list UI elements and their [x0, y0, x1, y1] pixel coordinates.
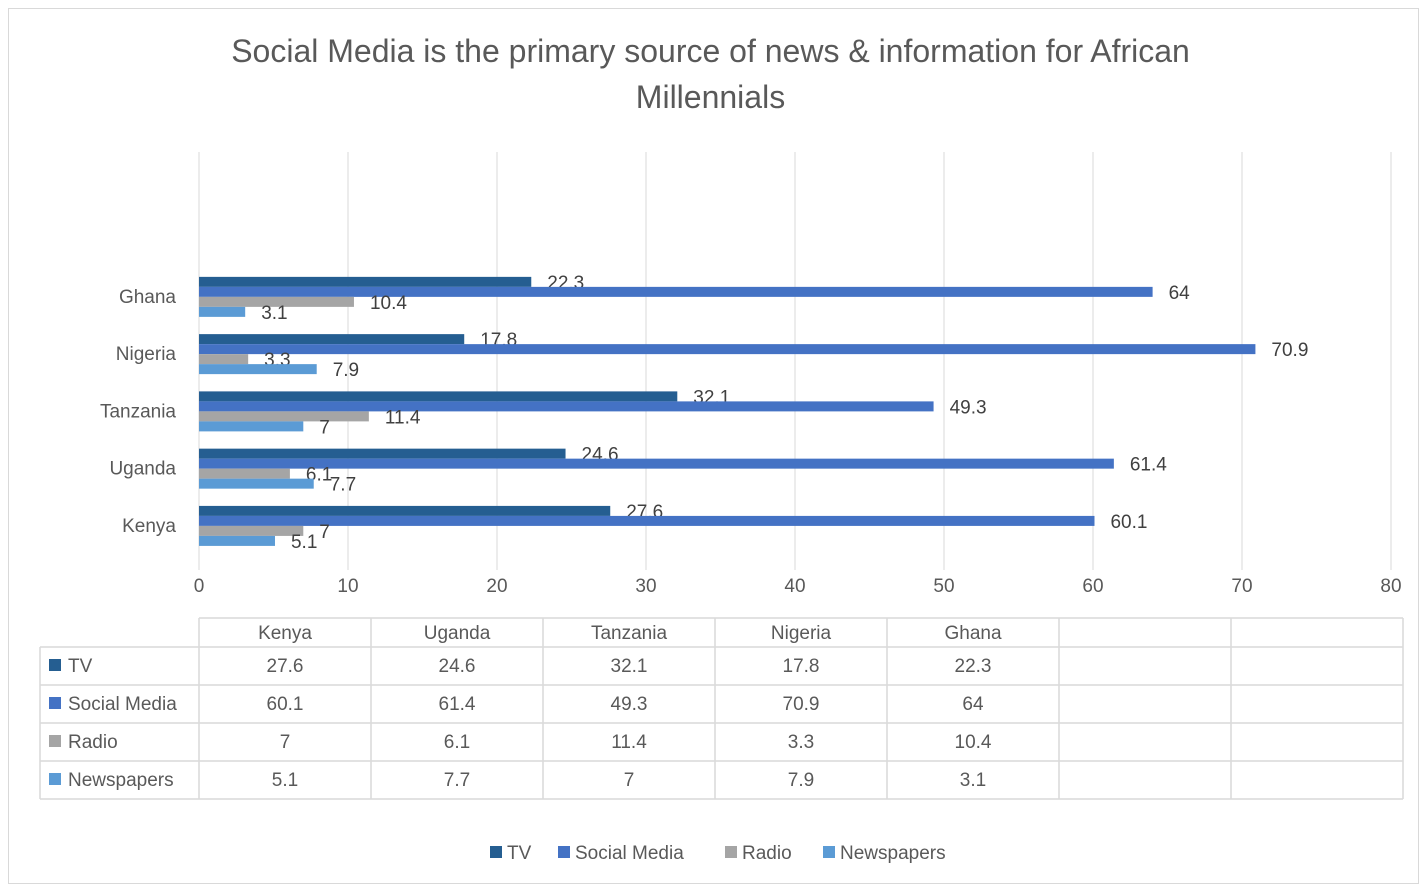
table-cell-social-media-tanzania: 49.3 [611, 694, 648, 715]
table-cell-radio-ghana: 10.4 [955, 732, 992, 753]
legend-label-tv: TV [507, 843, 532, 864]
y-tick-label-tanzania: Tanzania [100, 401, 176, 422]
x-tick-label-70: 70 [1231, 576, 1252, 597]
table-cell-social-media-ghana: 64 [962, 694, 984, 715]
bar-nigeria-social-media [199, 344, 1256, 355]
y-tick-label-kenya: Kenya [122, 516, 176, 537]
data-label-kenya-newspapers: 5.1 [291, 532, 317, 553]
bar-nigeria-tv [199, 334, 465, 345]
bar-ghana-newspapers [199, 306, 246, 317]
table-row-label-radio: Radio [68, 732, 118, 753]
x-tick-label-10: 10 [337, 576, 358, 597]
table-cell-radio-tanzania: 11.4 [611, 732, 647, 753]
data-label-nigeria-social-media: 70.9 [1271, 340, 1308, 361]
bar-nigeria-newspapers [199, 364, 317, 375]
table-legend-key-radio [49, 735, 61, 747]
table-cell-tv-nigeria: 17.8 [783, 656, 820, 677]
data-label-uganda-newspapers: 7.7 [330, 475, 356, 496]
table-cell-radio-kenya: 7 [280, 732, 291, 753]
table-row-label-newspapers: Newspapers [68, 770, 174, 791]
chart-title: Social Media is the primary source of ne… [0, 28, 1421, 120]
legend-label-newspapers: Newspapers [840, 843, 946, 864]
table-cell-radio-nigeria: 3.3 [788, 732, 814, 753]
table-header-tanzania: Tanzania [591, 623, 667, 644]
x-tick-label-20: 20 [486, 576, 507, 597]
legend-key-tv [490, 846, 502, 858]
table-legend-key-tv [49, 659, 61, 671]
table-cell-tv-kenya: 27.6 [267, 656, 304, 677]
x-tick-label-30: 30 [635, 576, 656, 597]
y-tick-label-ghana: Ghana [119, 287, 176, 308]
legend-label-radio: Radio [742, 843, 792, 864]
data-label-tanzania-social-media: 49.3 [950, 397, 987, 418]
bar-uganda-social-media [199, 458, 1114, 469]
bar-kenya-social-media [199, 515, 1095, 526]
table-cell-newspapers-tanzania: 7 [624, 770, 635, 791]
x-tick-label-40: 40 [784, 576, 805, 597]
legend-key-radio [725, 846, 737, 858]
x-tick-label-0: 0 [194, 576, 205, 597]
bar-kenya-radio [199, 525, 304, 536]
bar-ghana-social-media [199, 286, 1153, 297]
table-header-ghana: Ghana [944, 623, 1001, 644]
x-tick-label-60: 60 [1082, 576, 1103, 597]
table-cell-social-media-kenya: 60.1 [267, 694, 304, 715]
bar-nigeria-radio [199, 354, 249, 365]
bar-ghana-tv [199, 276, 532, 287]
table-cell-tv-uganda: 24.6 [439, 656, 476, 677]
chart-title-line-2: Millennials [635, 79, 786, 115]
table-row-label-social-media: Social Media [68, 694, 177, 715]
chart-frame [8, 8, 1419, 884]
table-cell-tv-ghana: 22.3 [955, 656, 992, 677]
table-cell-social-media-uganda: 61.4 [439, 694, 476, 715]
bar-uganda-tv [199, 448, 566, 459]
table-row-label-tv: TV [68, 656, 93, 677]
data-label-ghana-radio: 10.4 [370, 293, 407, 314]
table-header-kenya: Kenya [258, 623, 312, 644]
table-legend-key-social-media [49, 697, 61, 709]
bar-kenya-newspapers [199, 535, 275, 546]
y-tick-label-uganda: Uganda [109, 459, 176, 480]
table-header-uganda: Uganda [424, 623, 491, 644]
bar-tanzania-tv [199, 391, 678, 402]
bar-uganda-radio [199, 468, 290, 479]
data-label-kenya-social-media: 60.1 [1110, 512, 1147, 533]
bar-tanzania-radio [199, 411, 369, 422]
data-label-ghana-newspapers: 3.1 [261, 303, 287, 324]
legend-label-social-media: Social Media [575, 843, 684, 864]
bar-uganda-newspapers [199, 478, 314, 489]
chart-title-line-1: Social Media is the primary source of ne… [231, 33, 1190, 69]
table-cell-radio-uganda: 6.1 [444, 732, 470, 753]
table-cell-newspapers-uganda: 7.7 [444, 770, 470, 791]
table-header-nigeria: Nigeria [771, 623, 832, 644]
legend-key-newspapers [823, 846, 835, 858]
table-cell-tv-tanzania: 32.1 [611, 656, 648, 677]
legend-key-social-media [558, 846, 570, 858]
table-cell-newspapers-ghana: 3.1 [960, 770, 986, 791]
x-tick-label-80: 80 [1380, 576, 1401, 597]
data-label-kenya-radio: 7 [319, 522, 330, 543]
table-cell-newspapers-nigeria: 7.9 [788, 770, 814, 791]
data-label-tanzania-radio: 11.4 [385, 407, 421, 428]
data-label-nigeria-newspapers: 7.9 [333, 360, 359, 381]
data-label-uganda-social-media: 61.4 [1130, 455, 1167, 476]
data-label-tanzania-newspapers: 7 [319, 417, 330, 438]
table-cell-social-media-nigeria: 70.9 [783, 694, 820, 715]
bar-tanzania-social-media [199, 401, 934, 412]
bar-kenya-tv [199, 505, 611, 516]
bar-tanzania-newspapers [199, 421, 304, 432]
data-label-ghana-social-media: 64 [1169, 283, 1191, 304]
x-tick-label-50: 50 [933, 576, 954, 597]
table-legend-key-newspapers [49, 773, 61, 785]
bar-ghana-radio [199, 296, 354, 307]
table-cell-newspapers-kenya: 5.1 [272, 770, 298, 791]
y-tick-label-nigeria: Nigeria [116, 344, 177, 365]
